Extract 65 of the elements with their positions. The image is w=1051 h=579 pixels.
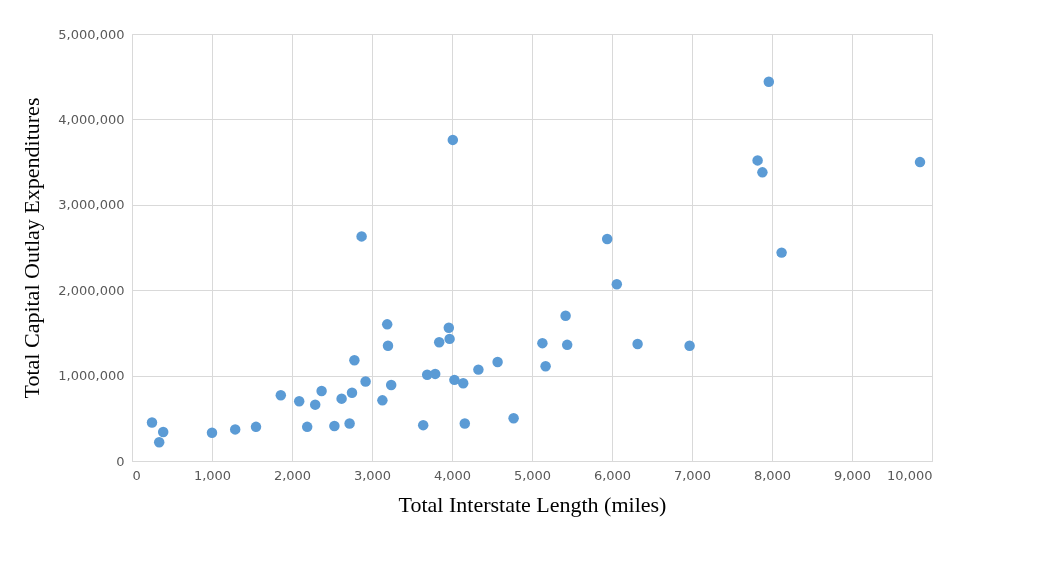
point	[206, 427, 218, 439]
point	[385, 379, 397, 391]
point	[157, 426, 169, 438]
x-tick-label: 5,000	[513, 467, 552, 483]
point	[447, 134, 459, 146]
point	[344, 418, 355, 429]
point	[684, 340, 695, 351]
point	[146, 417, 158, 428]
x-axis-title: Total Interstate Length (miles)	[398, 491, 667, 517]
point	[309, 399, 321, 410]
point	[457, 378, 469, 389]
x-tick-label: 2,000	[273, 467, 312, 483]
x-tick-label: 7,000	[673, 467, 712, 483]
point	[293, 395, 305, 407]
point	[540, 360, 551, 372]
point	[444, 333, 455, 345]
point	[752, 155, 763, 166]
x-tick-label: 10,000	[887, 467, 933, 483]
point	[537, 337, 548, 349]
point	[229, 424, 241, 435]
x-tick-label: 6,000	[593, 467, 632, 483]
point	[329, 420, 340, 432]
point	[632, 338, 643, 350]
x-tick-label: 9,000	[833, 467, 872, 483]
point	[776, 247, 787, 258]
point	[382, 340, 394, 351]
point	[360, 376, 371, 387]
y-tick-label: 5,000,000	[58, 26, 125, 42]
point	[492, 356, 503, 368]
y-tick-label: 0	[116, 453, 125, 469]
point	[346, 387, 358, 398]
x-tick-label: 4,000	[433, 467, 472, 483]
y-tick-label: 1,000,000	[58, 368, 125, 384]
point	[611, 278, 623, 290]
y-axis-title: Total Capital Outlay Expenditures	[19, 97, 45, 399]
x-tick-label: 8,000	[753, 467, 792, 483]
point	[914, 156, 926, 168]
y-tick-label: 2,000,000	[58, 282, 125, 298]
point	[473, 364, 484, 375]
point	[275, 390, 287, 401]
point	[349, 354, 360, 366]
point	[763, 76, 775, 88]
point	[508, 413, 519, 424]
x-tick-label: 1,000	[193, 467, 232, 483]
point	[336, 393, 347, 404]
point	[459, 418, 471, 429]
point	[377, 395, 388, 406]
point	[601, 233, 613, 245]
x-tick-label: 3,000	[353, 467, 392, 483]
point	[443, 322, 455, 334]
point	[301, 421, 313, 433]
point	[381, 319, 393, 330]
point	[417, 419, 429, 431]
point	[153, 436, 165, 448]
point	[316, 385, 327, 397]
point	[561, 339, 573, 351]
point	[757, 167, 768, 178]
point	[356, 231, 367, 242]
point	[250, 421, 262, 433]
point	[560, 310, 571, 322]
point	[449, 374, 460, 386]
y-tick-label: 3,000,000	[58, 197, 125, 213]
point	[433, 337, 445, 348]
x-tick-label: 0	[132, 467, 141, 483]
y-tick-label: 4,000,000	[58, 111, 125, 127]
